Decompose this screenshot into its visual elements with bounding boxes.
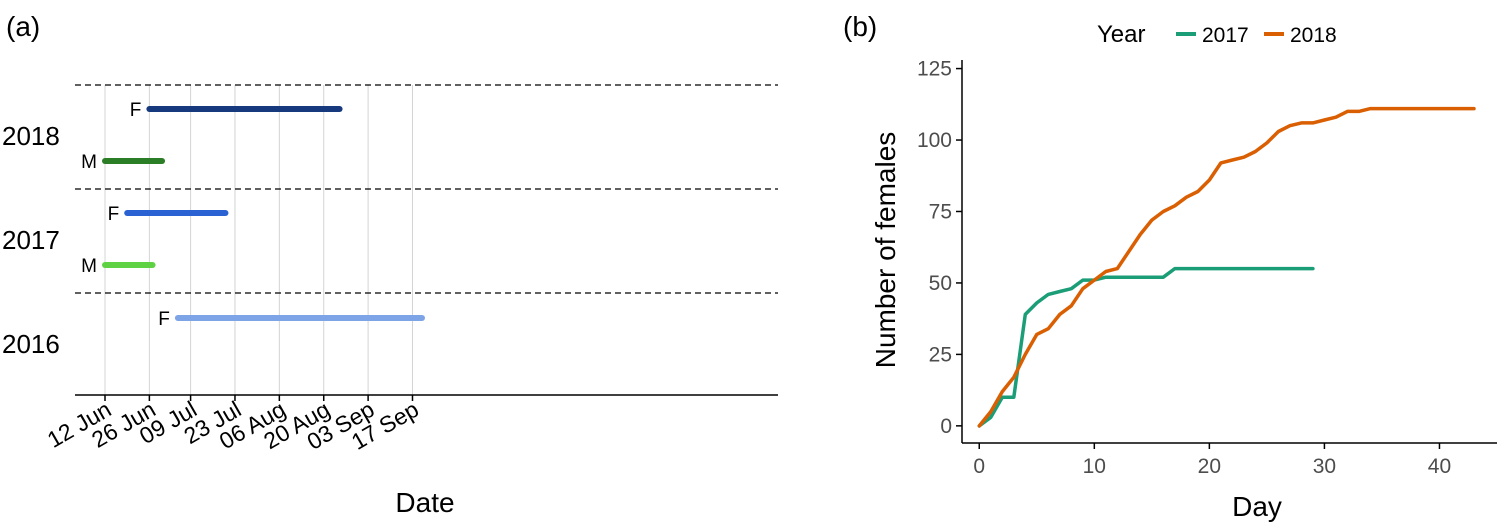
series-line-2017 [977, 266, 1315, 428]
y-tick-label: 100 [917, 129, 952, 152]
sex-label-2018-F: F [130, 100, 142, 121]
panel-a-year-labels: 2018 2017 2016 [2, 121, 60, 359]
panel-a-x-axis-title: Date [395, 487, 454, 518]
legend-label-2017: 2017 [1202, 24, 1249, 47]
panel-b-x-ticks: 0 10 20 30 40 [973, 443, 1451, 478]
panel-b-x-axis-title: Day [1232, 491, 1282, 522]
panel-a-label: (a) [6, 11, 40, 42]
sex-label-2016-F: F [158, 309, 170, 330]
year-label-2018: 2018 [2, 121, 60, 151]
panel-b-series-lines [977, 106, 1476, 428]
y-tick-label: 50 [929, 272, 952, 295]
series-line-2018 [977, 106, 1476, 428]
y-tick-label: 0 [940, 415, 952, 438]
x-tick-label: 30 [1313, 455, 1336, 478]
year-label-2017: 2017 [2, 225, 60, 255]
sex-label-2017-F: F [108, 204, 120, 225]
panel-a-year-dividers [75, 84, 778, 294]
x-tick-label: 0 [973, 455, 985, 478]
panel-a-sex-labels: F M F M F [81, 100, 170, 330]
x-tick-label: 40 [1428, 455, 1451, 478]
y-tick-label: 125 [917, 58, 952, 81]
panel-b-label: (b) [843, 11, 877, 42]
y-tick-label: 25 [929, 343, 952, 366]
panel-b-y-ticks: 0 25 50 75 100 125 [917, 58, 962, 438]
panel-a-bars [102, 106, 425, 321]
panel-b: (b) Year 2017 2018 0 25 50 75 100 125 0 10 20 30… [843, 11, 1497, 522]
panel-b-y-axis-title: Number of females [870, 132, 901, 369]
sex-label-2018-M: M [81, 152, 97, 173]
sex-label-2017-M: M [81, 256, 97, 277]
x-tick-label: 20 [1198, 455, 1221, 478]
panel-a-gridlines [104, 85, 413, 395]
legend-title: Year [1097, 21, 1146, 48]
year-label-2016: 2016 [2, 329, 60, 359]
panel-b-legend: Year 2017 2018 [1097, 21, 1337, 48]
x-tick-label: 10 [1083, 455, 1106, 478]
y-tick-label: 75 [929, 200, 952, 223]
legend-label-2018: 2018 [1290, 24, 1337, 47]
